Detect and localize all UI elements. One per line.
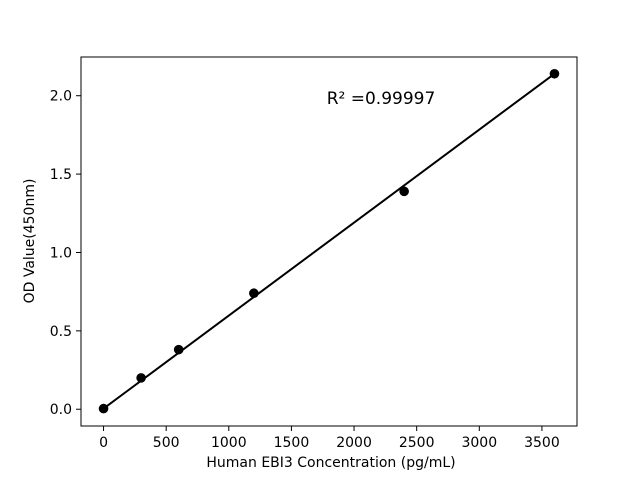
r-squared-annotation: R² =0.99997 (327, 89, 436, 109)
x-tick-label: 2000 (336, 435, 372, 451)
data-point (549, 68, 560, 79)
x-tick-label: 1000 (211, 435, 247, 451)
y-tick-label: 0.5 (50, 324, 72, 340)
x-axis-title: Human EBI3 Concentration (pg/mL) (206, 455, 455, 471)
plot-border (80, 56, 578, 427)
y-tick-label: 1.5 (50, 167, 72, 183)
plot-area: 0 500 1000 1500 2000 2500 3000 3500 0.0 0.5 1.0 1.5… (50, 56, 578, 451)
data-point (98, 403, 109, 414)
x-tick-label: 500 (153, 435, 180, 451)
data-point (136, 373, 146, 383)
data-point (399, 186, 409, 197)
data-point (249, 288, 259, 299)
x-tick-label: 3500 (524, 435, 560, 451)
y-tick-label: 1.0 (50, 245, 72, 261)
fit-line (102, 72, 556, 410)
x-tick-label: 3000 (461, 435, 497, 451)
y-axis-title: OD Value(450nm) (22, 179, 38, 304)
x-tick-label: 1500 (274, 435, 310, 451)
y-tick-label: 2.0 (50, 89, 72, 105)
x-tick-label: 0 (99, 435, 108, 451)
y-tick-label: 0.0 (50, 402, 72, 418)
data-point (173, 344, 184, 355)
x-tick-label: 2500 (399, 435, 435, 451)
